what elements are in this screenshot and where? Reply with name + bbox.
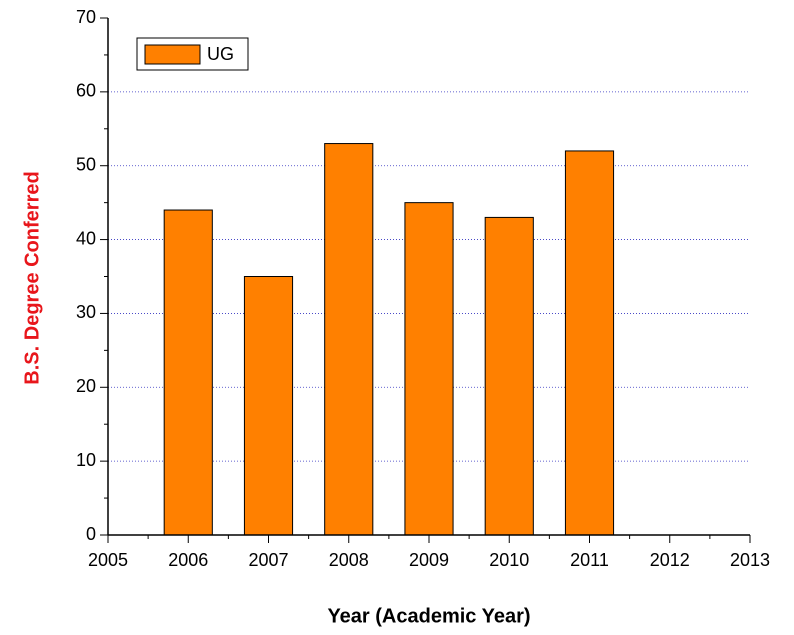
y-tick-label: 50	[76, 154, 96, 174]
bar	[564, 150, 615, 536]
y-tick-label: 60	[76, 81, 96, 101]
bar	[243, 276, 294, 536]
y-axis-title: B.S. Degree Conferred	[21, 171, 43, 384]
legend-swatch	[144, 44, 201, 65]
x-tick-label: 2005	[88, 550, 128, 570]
x-tick-label: 2006	[168, 550, 208, 570]
bar	[163, 209, 213, 536]
x-tick-label: 2013	[730, 550, 770, 570]
y-tick-label: 40	[76, 228, 96, 248]
x-tick-label: 2007	[248, 550, 288, 570]
x-tick-label: 2009	[409, 550, 449, 570]
y-tick-label: 30	[76, 302, 96, 322]
bar	[324, 143, 374, 536]
x-tick-label: 2008	[329, 550, 369, 570]
legend-label: UG	[207, 44, 234, 64]
y-tick-label: 0	[86, 524, 96, 544]
y-tick-label: 70	[76, 7, 96, 27]
bar	[484, 216, 534, 536]
bar	[404, 202, 454, 536]
y-tick-label: 10	[76, 450, 96, 470]
x-tick-label: 2011	[570, 550, 609, 570]
x-axis-title: Year (Academic Year)	[327, 605, 530, 627]
x-tick-label: 2012	[650, 550, 690, 570]
x-tick-label: 2010	[489, 550, 529, 570]
y-tick-label: 20	[76, 376, 96, 396]
